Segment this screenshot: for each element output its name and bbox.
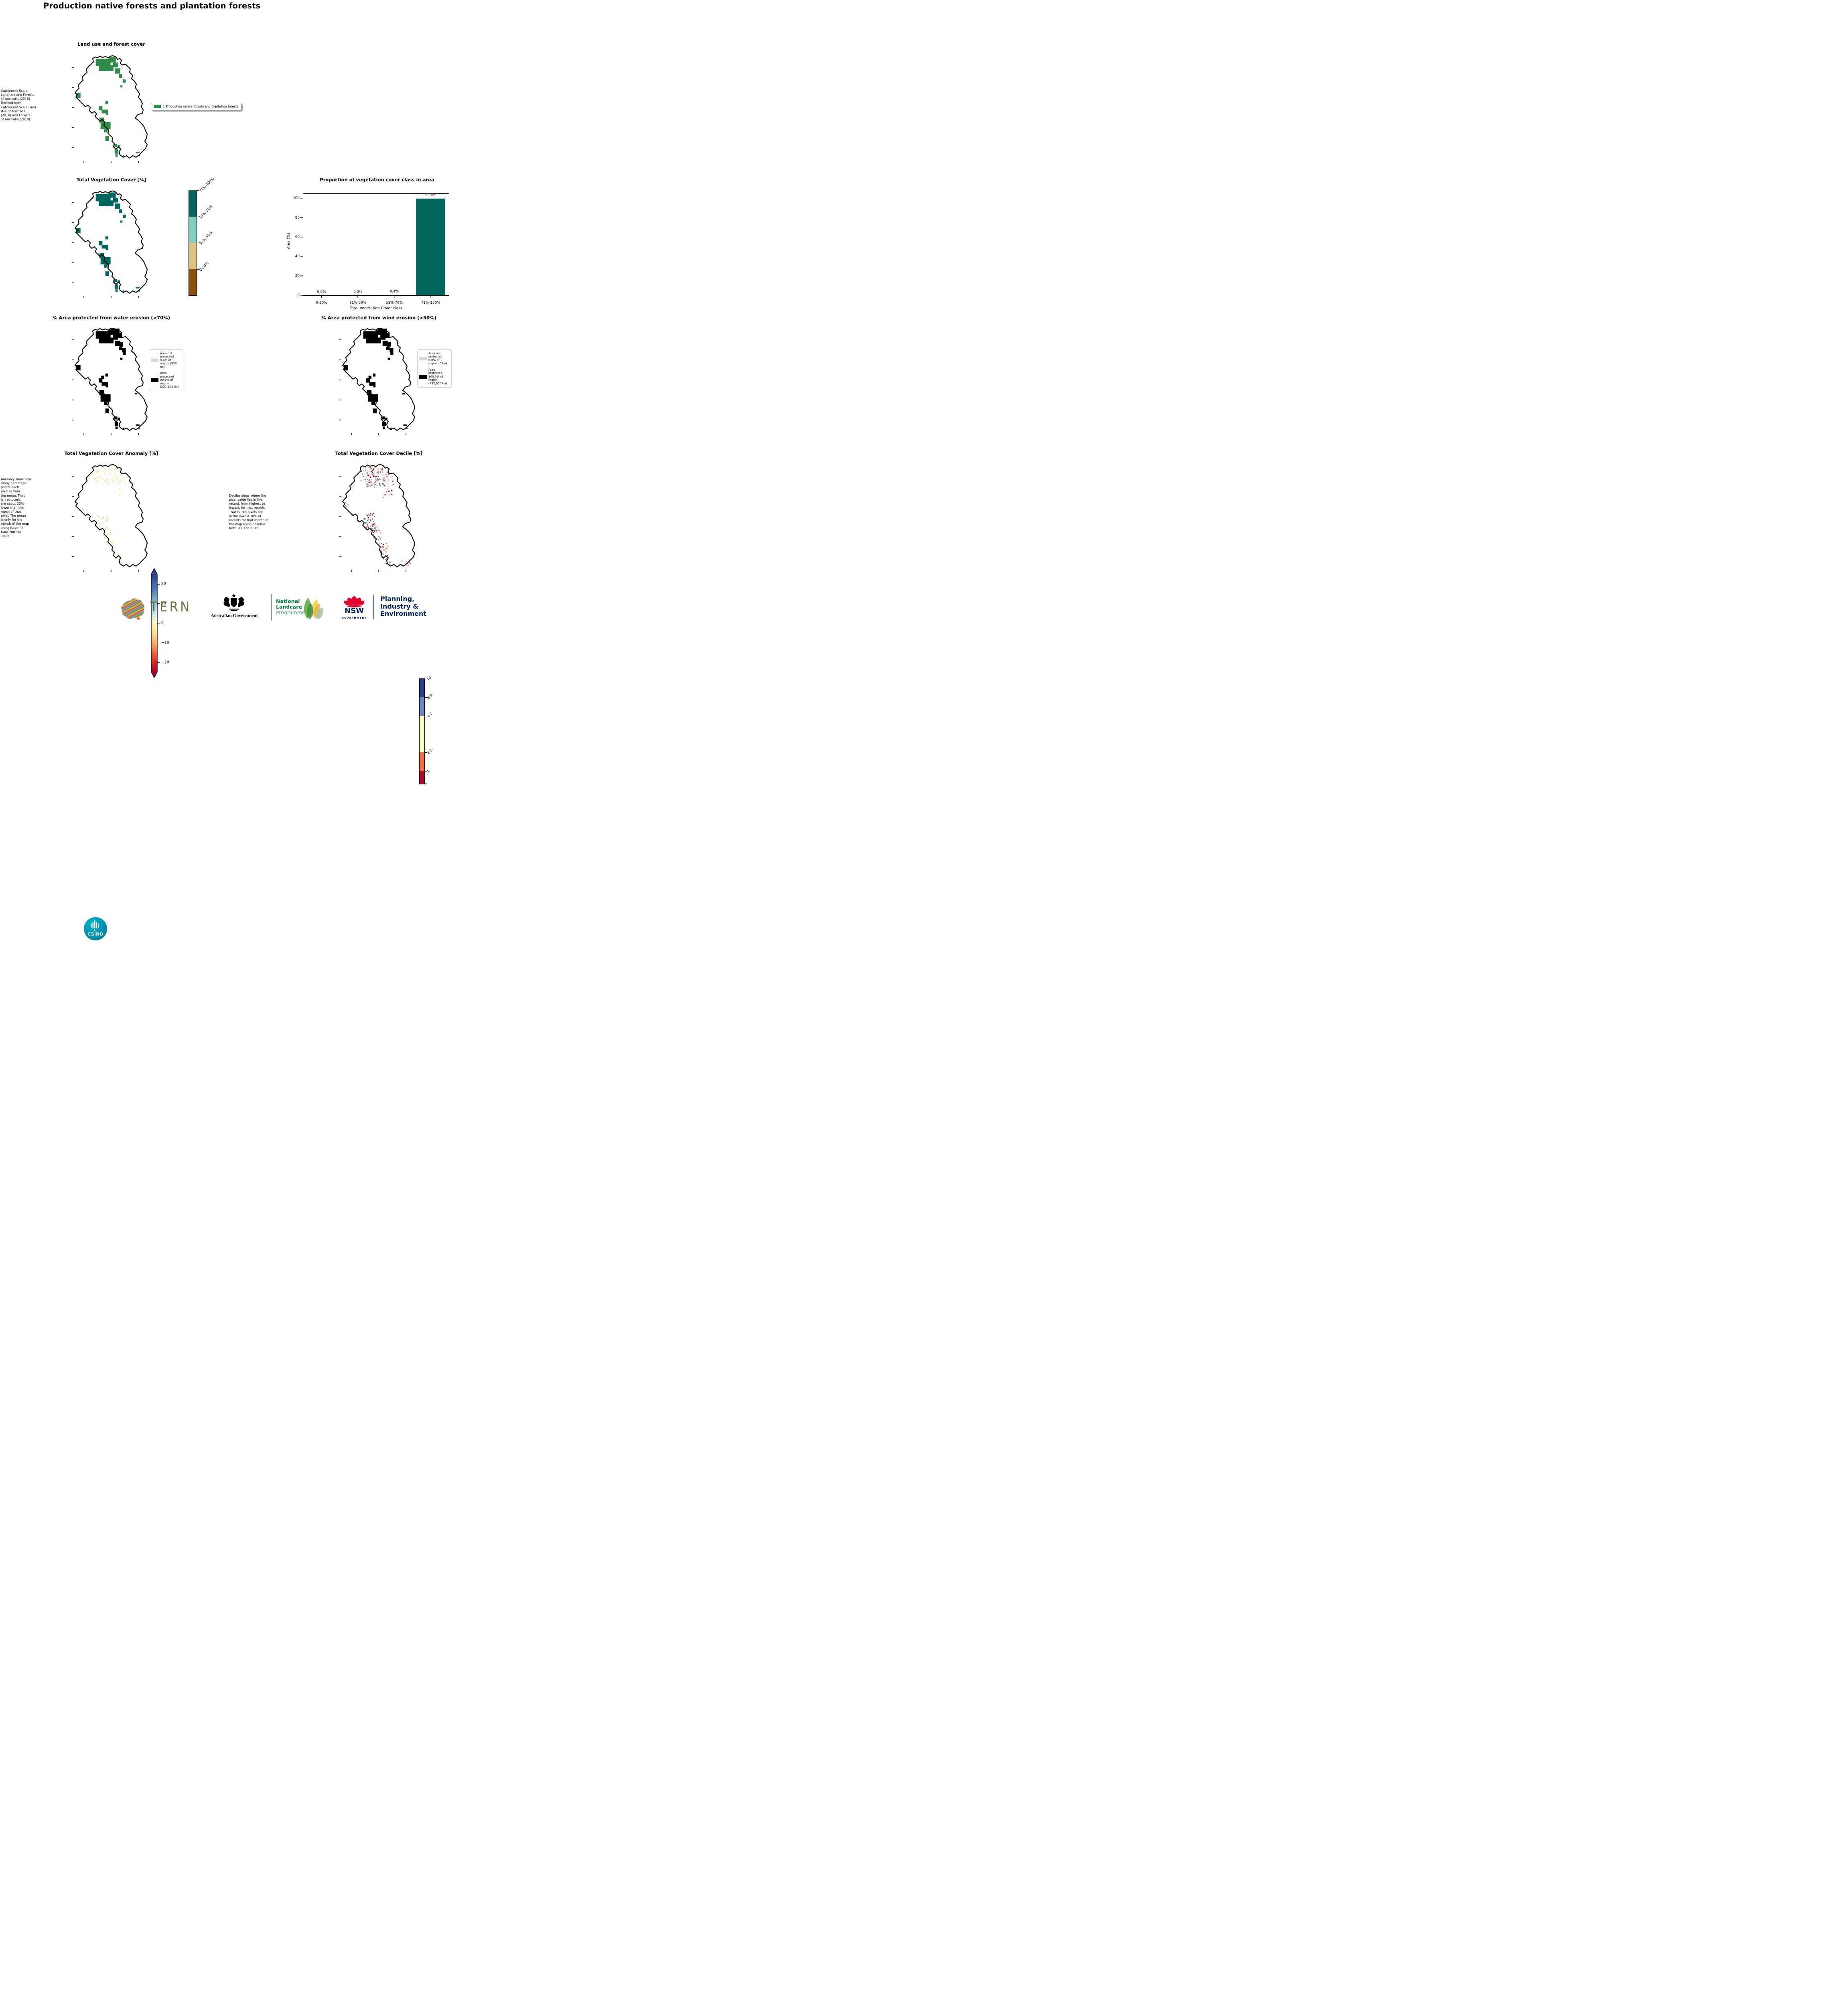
wind-erosion-map (339, 327, 416, 436)
anomaly-colorbar: 20 10 0 −10 −20 (151, 568, 169, 678)
wind-panel-title: % Area protected from wind erosion (>50%… (321, 315, 436, 321)
not-protected-swatch (419, 357, 427, 361)
footer-divider (271, 594, 272, 621)
anomaly-map-canvas (71, 464, 148, 572)
decile-map (339, 463, 416, 572)
catchment-outline (74, 55, 148, 159)
report-page: { "page_title": "Production native fores… (0, 0, 453, 940)
landuse-source-note: Catchment Scale Land Use and Forests of … (1, 89, 36, 121)
bar-value-label: 99.6% (425, 193, 436, 198)
wind-map-canvas (339, 327, 416, 436)
legend-entry: Area protected 100.0% of region (232,050… (419, 368, 450, 385)
y-tick-label: 100 (293, 196, 300, 201)
bar-value-label: 0.0% (353, 290, 363, 294)
planning-line1: Planning, (380, 595, 415, 603)
y-tick-label: 60 (295, 235, 300, 239)
landcare-line1: National (276, 598, 300, 604)
catchment-outline (74, 464, 148, 568)
anomaly-note: Anomaly show how many percetage points e… (1, 477, 31, 538)
wind-protected-patches (343, 328, 408, 429)
protected-label: Area protected 99.6% of region (231,121 … (160, 371, 179, 389)
tvc-map-canvas (71, 190, 148, 298)
landcare-line2: Landcare (276, 604, 302, 610)
legend-entry: Area not protected 0.0% of region (0 ha) (419, 351, 450, 365)
not-protected-label: Area not protected 0.0% of region (0 ha) (428, 351, 447, 365)
y-tick-label: 0 (297, 293, 300, 297)
proportion-chart-title: Proportion of vegetation cover class in … (320, 177, 434, 183)
x-tick-label: 71%-100% (421, 301, 440, 305)
tvc-panel-title: Total Vegetation Cover [%] (76, 177, 146, 183)
decile-pixels (343, 466, 411, 566)
y-tick-label: 80 (295, 215, 300, 220)
landcare-line3: Programme (276, 609, 305, 615)
landuse-panel-title: Land use and forest cover (77, 41, 145, 47)
landcare-wordmark: National Landcare Programme (276, 599, 305, 615)
protected-label: Area protected 100.0% of region (232,050… (428, 367, 447, 385)
not-protected-swatch (151, 358, 158, 362)
x-tick-label: 51%-70% (385, 301, 403, 305)
not-protected-label: Area not protected 0.4% of region (928 h… (160, 351, 177, 369)
wind-legend: Area not protected 0.0% of region (0 ha)… (417, 349, 452, 388)
footer-divider-navy (373, 595, 374, 619)
landuse-legend: 1 Production native forests and plantati… (151, 103, 241, 110)
water-map-canvas (71, 327, 148, 436)
water-panel-title: % Area protected from water erosion (>70… (53, 315, 170, 321)
proportion-xlabel: Total Vegetation Cover class (349, 306, 402, 311)
proportion-bar-chart: 0.0% 0-30% 0.0% 31%-50% 0.4% 51%-70% 99.6% 71%-… (293, 193, 449, 305)
landuse-legend-label: 1 Production native forests and plantati… (163, 105, 238, 108)
australian-coat-of-arms-icon (223, 593, 244, 611)
tvc-colorbar: 71%-100% 51%-70% 31%-50% 0-30% (189, 177, 215, 296)
y-tick-label: 20 (295, 274, 300, 278)
decile-note: Deciles show where the pixel value lies … (229, 494, 269, 530)
protected-swatch (419, 375, 427, 379)
planning-line3: Environment (380, 610, 427, 618)
anomaly-map (71, 463, 148, 572)
decile-map-canvas (339, 464, 416, 572)
anomaly-panel-title: Total Vegetation Cover Anomaly [%] (64, 451, 158, 456)
page-title: Production native forests and plantation… (43, 1, 261, 10)
decile-colorbar: 10 8-9 4-7 2-3 1 (419, 676, 434, 784)
csiro-soundwave-icon (91, 920, 99, 931)
landcare-leaves-icon (304, 598, 323, 619)
tern-wordmark: TERN (150, 599, 192, 615)
nsw-government-label: GOVERNMENT (341, 616, 367, 619)
planning-wordmark: Planning, Industry & Environment (380, 595, 426, 618)
legend-entry: Area not protected 0.4% of region (928 h… (151, 351, 181, 369)
catchment-outline (342, 327, 416, 431)
x-tick-label: 31%-50% (349, 301, 367, 305)
landuse-map-canvas (71, 55, 148, 163)
bar-value-label: 0.4% (389, 290, 399, 294)
water-protected-patches (76, 328, 140, 429)
csiro-wordmark: CSIRO (87, 932, 103, 937)
water-legend: Area not protected 0.4% of region (928 h… (149, 349, 183, 391)
water-erosion-map (71, 327, 148, 436)
nsw-waratah-icon (344, 596, 365, 607)
anomaly-colorbar-gradient (151, 568, 158, 678)
proportion-ylabel: Area (%) (286, 233, 291, 249)
protected-swatch (151, 378, 158, 382)
tvc-map (71, 190, 148, 298)
csiro-logo: CSIRO (84, 917, 107, 940)
nsw-wordmark: NSW (345, 607, 364, 615)
y-tick-label: 40 (295, 254, 300, 259)
australian-government-label: Australian Government (211, 613, 258, 618)
landuse-map (71, 55, 148, 163)
decile-panel-title: Total Vegetation Cover Decile [%] (335, 451, 423, 456)
bar-71%-100% (416, 199, 445, 295)
x-tick-label: 0-30% (316, 301, 327, 305)
tern-australia-icon (121, 598, 145, 620)
legend-entry: Area protected 99.6% of region (231,121 … (151, 372, 181, 388)
planning-line2: Industry & (380, 602, 419, 610)
bar-value-label: 0.0% (317, 290, 326, 294)
landuse-legend-swatch (154, 105, 161, 108)
catchment-outline (74, 327, 148, 431)
catchment-outline (74, 190, 148, 294)
